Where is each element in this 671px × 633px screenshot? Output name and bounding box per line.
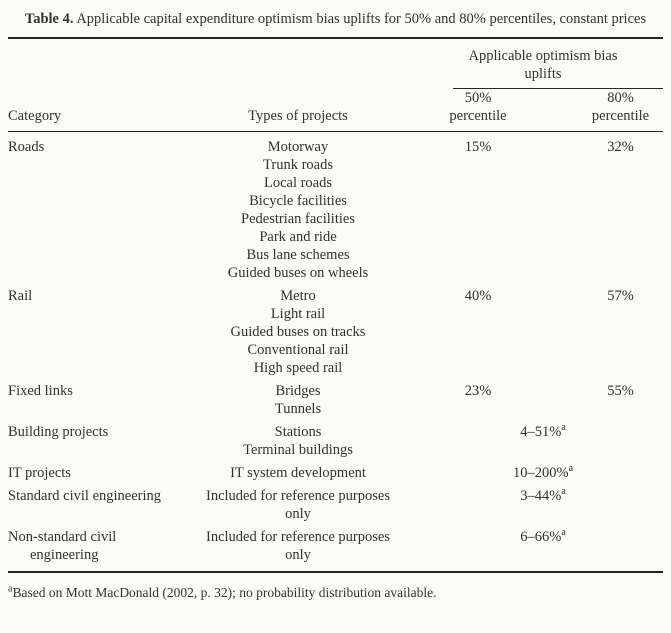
table-row-non-standard-civil: Non-standard civil engineering Included …	[8, 528, 663, 564]
table-row-building-projects: Building projects Stations Terminal buil…	[8, 423, 663, 459]
table-row-rail: Rail Metro Light rail Guided buses on tr…	[8, 287, 663, 377]
category-cell: Fixed links	[8, 383, 73, 399]
p50-value: 40%	[464, 288, 492, 304]
type-item: Local roads	[263, 175, 333, 191]
range-value: 6–66%a	[520, 527, 566, 545]
type-item: Guided buses on wheels	[227, 265, 369, 281]
type-item: IT system development	[230, 465, 366, 481]
type-item: Trunk roads	[263, 157, 333, 173]
range-value: 4–51%a	[520, 422, 566, 440]
type-item: Bicycle facilities	[249, 193, 347, 209]
type-item: Pedestrian facilities	[241, 211, 355, 227]
type-item: Included for reference purposes only	[206, 488, 390, 522]
type-item: Conventional rail	[247, 342, 349, 358]
table-footnote: aBased on Mott MacDonald (2002, p. 32); …	[8, 584, 663, 602]
category-cell: Standard civil engineering	[8, 488, 162, 504]
types-cell: Bridges Tunnels	[173, 382, 423, 418]
p50-value: 15%	[464, 139, 492, 155]
types-cell: Metro Light rail Guided buses on tracks …	[173, 287, 423, 377]
footnote-marker: a	[561, 486, 566, 498]
range-value: 3–44%a	[520, 486, 566, 504]
footnote-marker: a	[568, 463, 574, 475]
types-cell: IT system development	[173, 464, 423, 482]
footnote-text: Based on Mott MacDonald (2002, p. 32); n…	[12, 585, 437, 600]
type-item: Metro	[280, 288, 316, 304]
type-item: Included for reference purposes only	[206, 529, 390, 563]
type-item: Guided buses on tracks	[230, 324, 366, 340]
type-item: Bridges	[275, 383, 321, 399]
type-item: Light rail	[270, 306, 326, 322]
table-row-it-projects: IT projects IT system development 10–200…	[8, 464, 663, 482]
p80-value: 57%	[607, 288, 634, 304]
table-number: Table 4.	[24, 11, 74, 27]
range-value: 10–200%a	[512, 463, 574, 481]
spanner-rule	[453, 88, 663, 89]
type-item: Motorway	[267, 139, 329, 155]
spanner-header-cell: Applicable optimism bias uplifts	[423, 39, 663, 89]
type-item: Bus lane schemes	[246, 247, 350, 263]
category-cell: Rail	[8, 288, 33, 304]
column-header-category: Category	[8, 108, 62, 124]
p50-value: 23%	[464, 383, 492, 399]
spanner-header-label: Applicable optimism bias uplifts	[468, 48, 618, 82]
types-cell: Motorway Trunk roads Local roads Bicycle…	[173, 138, 423, 282]
column-header-50th-percentile: 50% percentile	[449, 90, 507, 124]
type-item: Tunnels	[274, 401, 322, 417]
category-cell: Building projects	[8, 424, 109, 440]
table-row-standard-civil: Standard civil engineering Included for …	[8, 487, 663, 523]
table-caption-text: Applicable capital expenditure optimism …	[76, 11, 647, 27]
table-figure: Table 4. Applicable capital expenditure …	[0, 10, 671, 633]
types-cell: Stations Terminal buildings	[173, 423, 423, 459]
footnote-marker: a	[8, 583, 13, 595]
type-item: Park and ride	[259, 229, 337, 245]
footnote-marker: a	[561, 422, 566, 434]
category-cell: Non-standard civil engineering	[8, 529, 117, 563]
category-cell: IT projects	[8, 465, 71, 481]
p80-value: 55%	[607, 383, 634, 399]
table-row-roads: Roads Motorway Trunk roads Local roads B…	[8, 138, 663, 282]
table-row-fixed-links: Fixed links Bridges Tunnels 23% 55%	[8, 382, 663, 418]
type-item: Terminal buildings	[243, 442, 353, 458]
types-cell: Included for reference purposes only	[173, 487, 423, 523]
category-cell: Roads	[8, 139, 45, 155]
table-header: Applicable optimism bias uplifts Categor…	[8, 39, 663, 131]
bottom-rule	[8, 571, 663, 573]
column-header-80th-percentile: 80% percentile	[591, 90, 650, 124]
footnote-marker: a	[561, 527, 566, 539]
table-caption: Table 4. Applicable capital expenditure …	[14, 10, 657, 28]
types-cell: Included for reference purposes only	[173, 528, 423, 564]
header-bottom-rule	[8, 131, 663, 132]
type-item: Stations	[274, 424, 322, 440]
column-header-types: Types of projects	[248, 108, 348, 124]
top-rule	[8, 37, 663, 39]
type-item: High speed rail	[253, 360, 343, 376]
p80-value: 32%	[607, 139, 634, 155]
